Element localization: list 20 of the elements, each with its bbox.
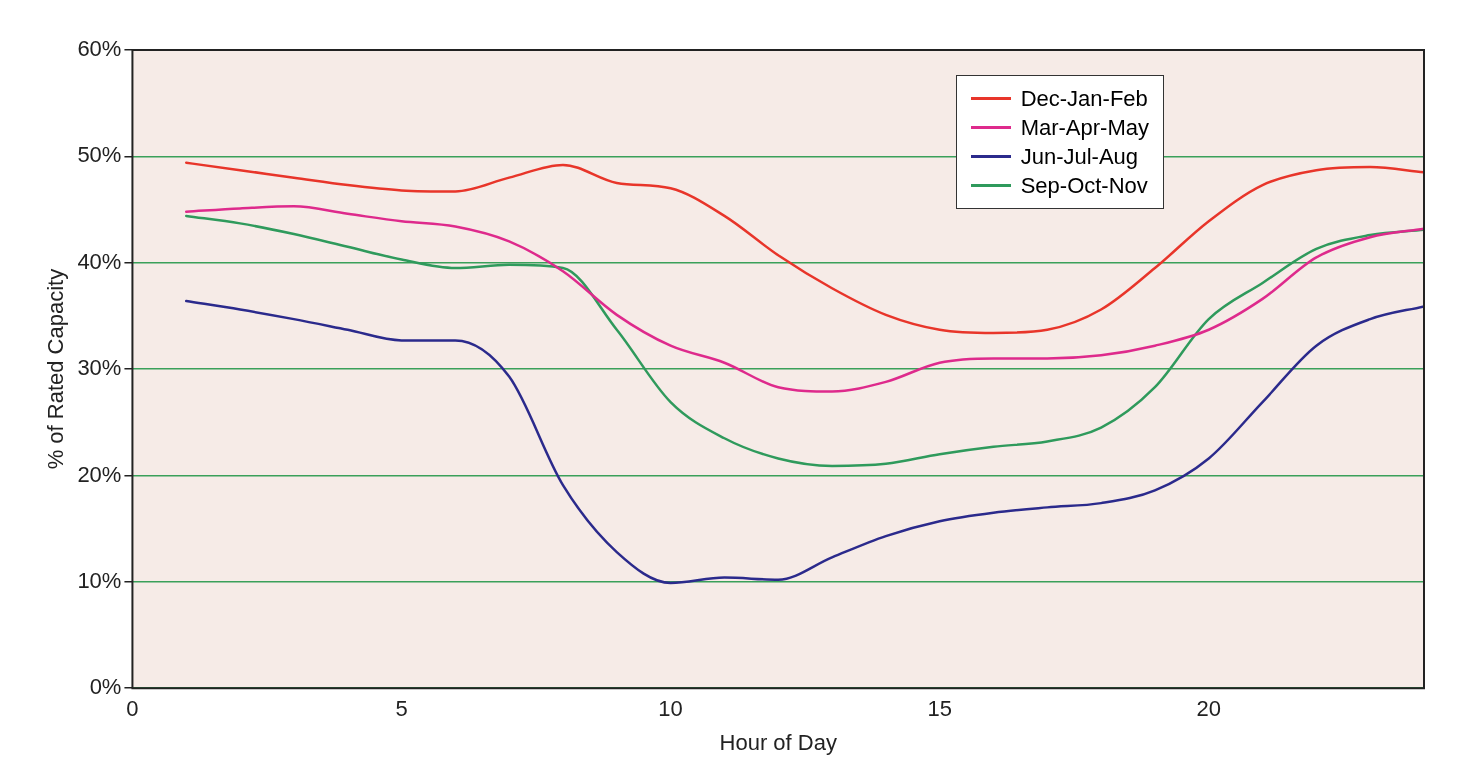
- x-tick-label: 5: [395, 696, 408, 722]
- legend-label: Jun-Jul-Aug: [1020, 143, 1139, 171]
- legend-label: Sep-Oct-Nov: [1020, 172, 1148, 200]
- y-tick-label: 60%: [77, 36, 122, 62]
- y-tick-label: 10%: [77, 567, 122, 593]
- legend-label: Dec-Jan-Feb: [1020, 85, 1148, 113]
- y-tick-label: 50%: [77, 142, 122, 168]
- x-tick-label: 10: [658, 696, 683, 722]
- y-axis-title: % of Rated Capacity: [43, 268, 69, 470]
- line-series: [185, 299, 1424, 585]
- y-tick-label: 40%: [77, 248, 122, 274]
- x-tick-label: 20: [1196, 696, 1221, 722]
- x-tick-label: 15: [927, 696, 952, 722]
- x-axis-title: Hour of Day: [719, 729, 837, 755]
- legend-label: Mar-Apr-May: [1020, 114, 1149, 142]
- y-tick-label: 30%: [77, 355, 122, 381]
- x-tick-label: 0: [126, 696, 139, 722]
- y-tick-label: 20%: [77, 461, 122, 487]
- line-series: [185, 205, 1424, 393]
- y-tick-label: 0%: [89, 674, 122, 700]
